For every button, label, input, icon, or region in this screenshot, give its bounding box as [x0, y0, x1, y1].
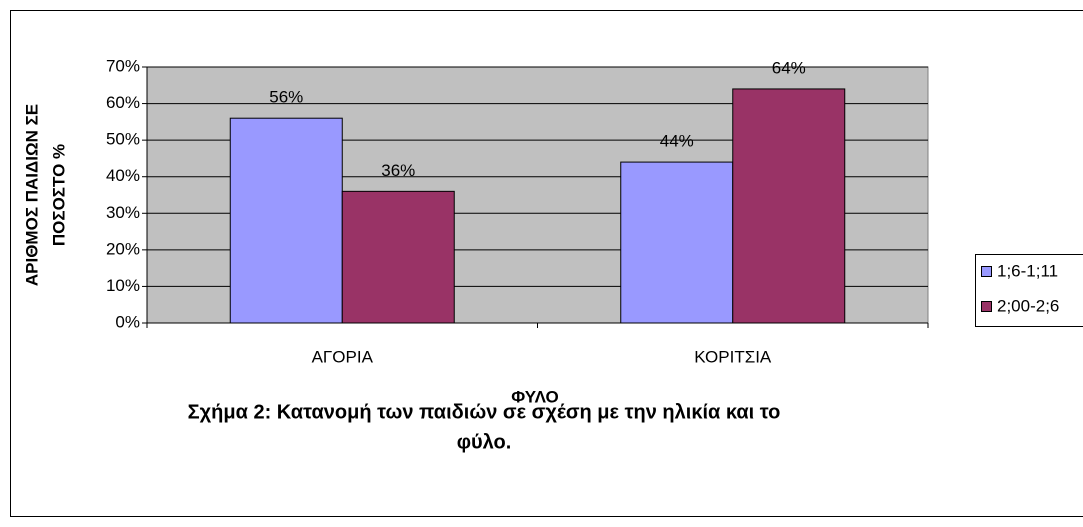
- legend-label: 1;6-1;11: [997, 261, 1058, 280]
- data-label: 36%: [381, 161, 415, 180]
- legend-swatch: [981, 301, 992, 312]
- x-tick-label: ΚΟΡΙΤΣΙΑ: [694, 347, 772, 366]
- caption: Σχήμα 2: Κατανομή των παιδιών σε σχέση μ…: [188, 401, 781, 423]
- bar: [341, 190, 455, 324]
- y-tick-label: 50%: [106, 130, 140, 149]
- bar: [732, 88, 846, 324]
- x-tick-label: ΑΓΟΡΙΑ: [312, 347, 374, 366]
- bar: [620, 161, 734, 324]
- y-tick-label: 0%: [115, 312, 140, 331]
- legend: [975, 254, 1083, 327]
- y-tick-label: 40%: [106, 166, 140, 185]
- y-tick-label: 60%: [106, 93, 140, 112]
- y-axis-label: ΠΟΣΟΣΤΟ %: [49, 144, 68, 246]
- data-label: 64%: [772, 58, 806, 77]
- y-tick-label: 70%: [106, 56, 140, 75]
- y-tick-label: 20%: [106, 239, 140, 258]
- y-axis-label: ΑΡΙΘΜΟΣ ΠΑΙΔΙΩΝ ΣΕ: [22, 104, 41, 286]
- x-axis-label: ΦΥΛΟ: [511, 387, 558, 406]
- legend-label: 2;00-2;6: [997, 296, 1059, 315]
- y-tick-label: 30%: [106, 203, 140, 222]
- y-tick-label: 10%: [106, 276, 140, 295]
- bar: [229, 117, 343, 324]
- caption: φύλο.: [457, 431, 512, 453]
- data-label: 44%: [660, 132, 694, 151]
- legend-swatch: [981, 266, 992, 277]
- data-label: 56%: [269, 88, 303, 107]
